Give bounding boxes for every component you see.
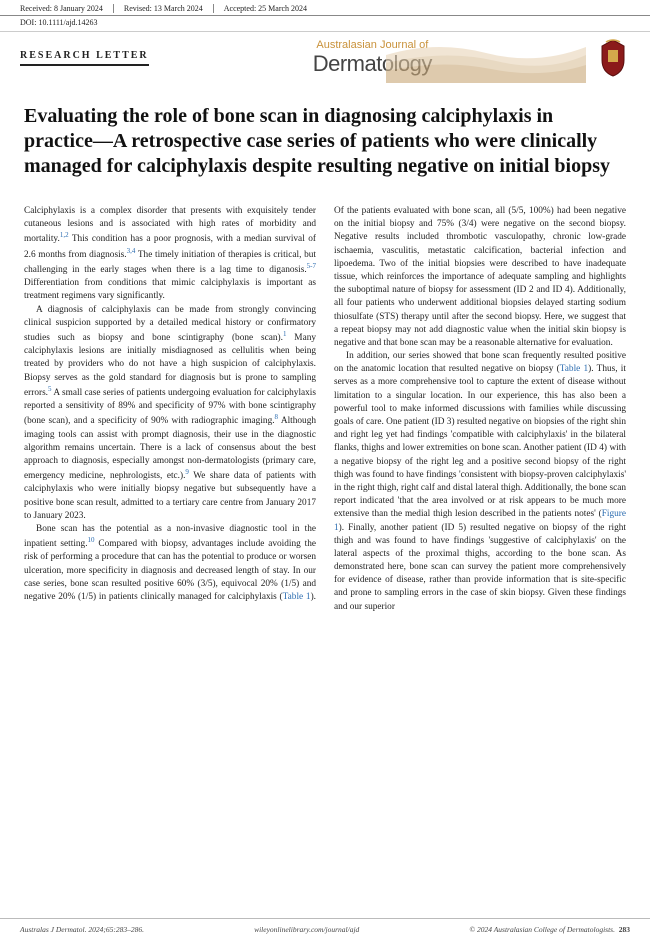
wave-decoration (386, 35, 586, 83)
page-footer: Australas J Dermatol. 2024;65:283–286. w… (0, 918, 650, 940)
paragraph-2: A diagnosis of calciphylaxis can be made… (24, 304, 316, 523)
table-ref[interactable]: Table 1 (283, 592, 311, 602)
body-text: Calciphylaxis is a complex disorder that… (0, 197, 650, 614)
doi: DOI: 10.1111/ajd.14263 (0, 16, 650, 32)
table-ref[interactable]: Table 1 (560, 364, 588, 374)
footer-url[interactable]: wileyonlinelibrary.com/journal/ajd (254, 925, 359, 934)
footer-citation: Australas J Dermatol. 2024;65:283–286. (20, 925, 144, 934)
footer-right: © 2024 Australasian College of Dermatolo… (469, 925, 630, 934)
article-title: Evaluating the role of bone scan in diag… (0, 86, 650, 197)
citation[interactable]: 10 (88, 536, 95, 544)
header-row: RESEARCH LETTER Australasian Journal of … (0, 32, 650, 86)
received-date: Received: 8 January 2024 (20, 4, 114, 13)
page-number: 283 (619, 925, 630, 934)
paragraph-4: In addition, our series showed that bone… (334, 350, 626, 614)
metadata-bar: Received: 8 January 2024 Revised: 13 Mar… (0, 0, 650, 16)
revised-date: Revised: 13 March 2024 (124, 4, 214, 13)
crest-icon (596, 38, 630, 78)
paragraph-1: Calciphylaxis is a complex disorder that… (24, 205, 316, 304)
article-type: RESEARCH LETTER (20, 50, 149, 66)
accepted-date: Accepted: 25 March 2024 (224, 4, 317, 13)
citation[interactable]: 1,2 (60, 231, 69, 239)
citation[interactable]: 5-7 (307, 262, 316, 270)
journal-logo-block: Australasian Journal of Dermatology (169, 39, 576, 77)
